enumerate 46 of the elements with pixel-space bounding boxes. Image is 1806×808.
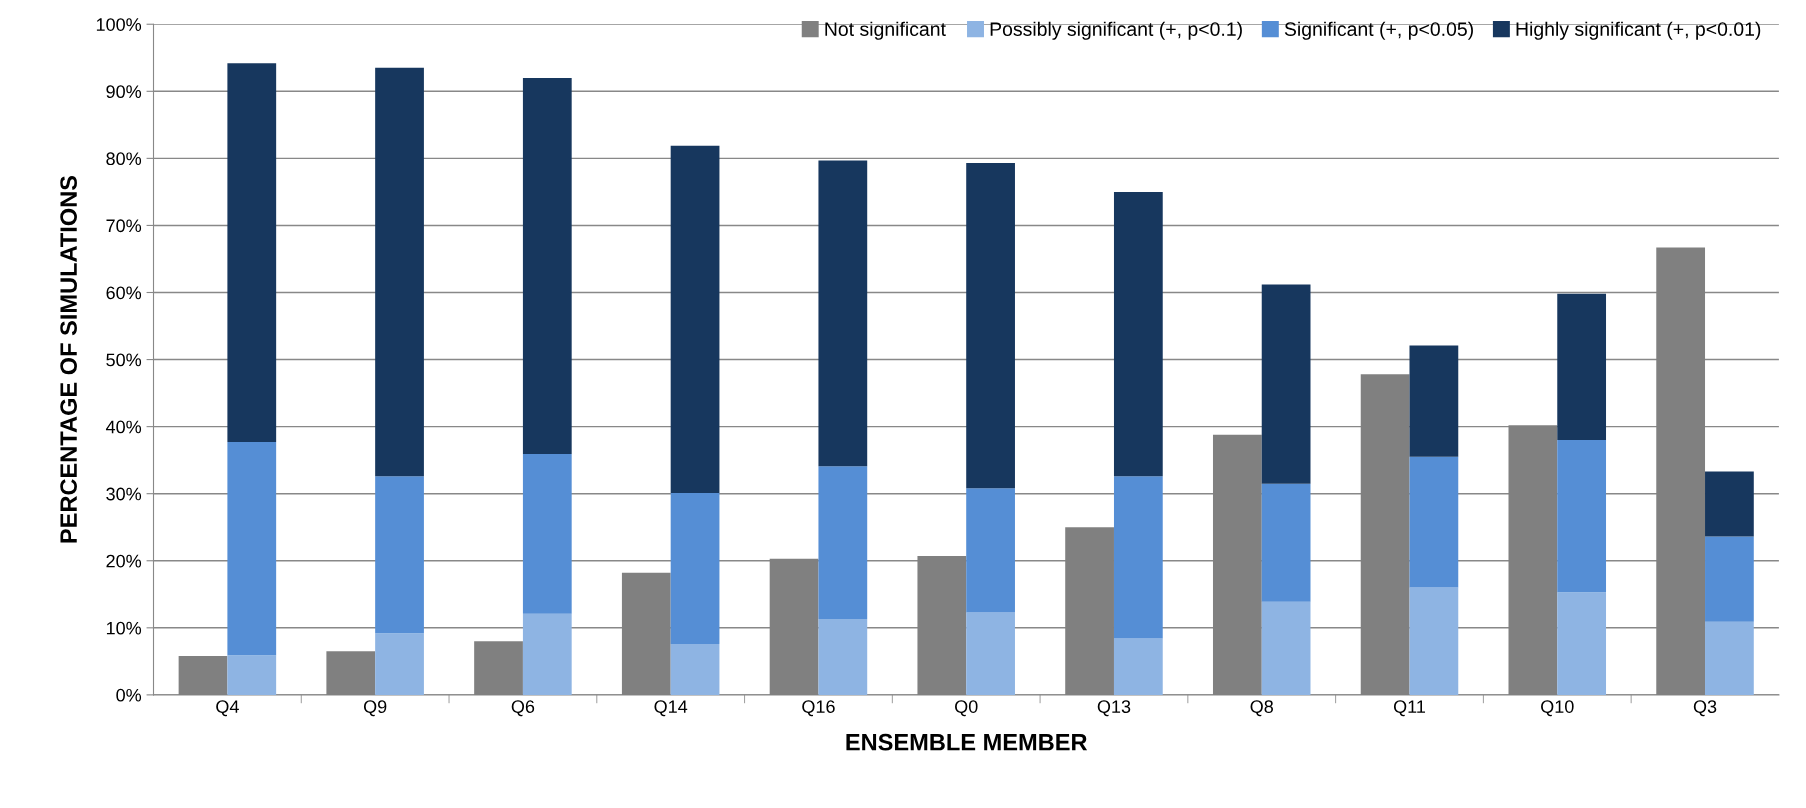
y-tick-label: 100%: [96, 18, 142, 31]
bar: [522, 454, 572, 614]
bar: [375, 476, 424, 634]
bar: [670, 493, 720, 644]
x-tick-label: Q14: [654, 700, 688, 717]
y-tick-label: 90%: [106, 85, 142, 99]
x-tick-label: Q9: [363, 700, 387, 717]
legend-label: Significant (+, p<0.05): [1284, 21, 1473, 40]
bar: [227, 63, 277, 443]
y-tick-label: 20%: [106, 554, 142, 568]
bar: [966, 488, 1015, 613]
legend-label: Not significant: [825, 21, 946, 40]
bar: [375, 67, 424, 477]
x-tick-label: Q13: [1097, 700, 1131, 717]
x-axis-title: ENSEMBLE MEMBER: [846, 733, 1088, 751]
x-tick-label: Q11: [1393, 700, 1426, 717]
x-tick-label: Q4: [216, 700, 239, 717]
x-tick-label: Q3: [1693, 700, 1717, 717]
bar: [818, 466, 868, 620]
bar: [1557, 293, 1607, 441]
bar: [818, 160, 868, 467]
x-tick-label: Q8: [1250, 700, 1273, 717]
y-tick-label: 60%: [106, 286, 142, 300]
bar: [1705, 621, 1754, 695]
y-tick-label: 50%: [106, 353, 142, 367]
y-tick-label: 0%: [116, 688, 142, 702]
bar: [1113, 191, 1163, 477]
bar: [227, 442, 277, 656]
y-tick-label: 80%: [106, 152, 142, 166]
x-tick-label: Q16: [802, 700, 835, 717]
bar: [1705, 471, 1754, 537]
bar: [1705, 536, 1754, 622]
legend-label: Highly significant (+, p<0.01): [1516, 21, 1761, 40]
y-tick-label: 70%: [106, 219, 142, 233]
x-tick-label: Q0: [955, 700, 978, 717]
bar: [670, 145, 720, 494]
x-tick-label: Q10: [1541, 700, 1574, 717]
y-tick-label: 30%: [106, 487, 142, 501]
bar: [1261, 284, 1311, 484]
legend-label: Possibly significant (+, p<0.1): [990, 21, 1242, 40]
y-axis-title: PERCENTAGE OF SIMULATIONS: [60, 175, 77, 543]
x-tick-label: Q6: [511, 700, 535, 717]
bar: [522, 77, 572, 455]
bar: [966, 163, 1015, 489]
y-tick-label: 40%: [105, 420, 142, 434]
y-tick-label: 10%: [106, 621, 142, 635]
